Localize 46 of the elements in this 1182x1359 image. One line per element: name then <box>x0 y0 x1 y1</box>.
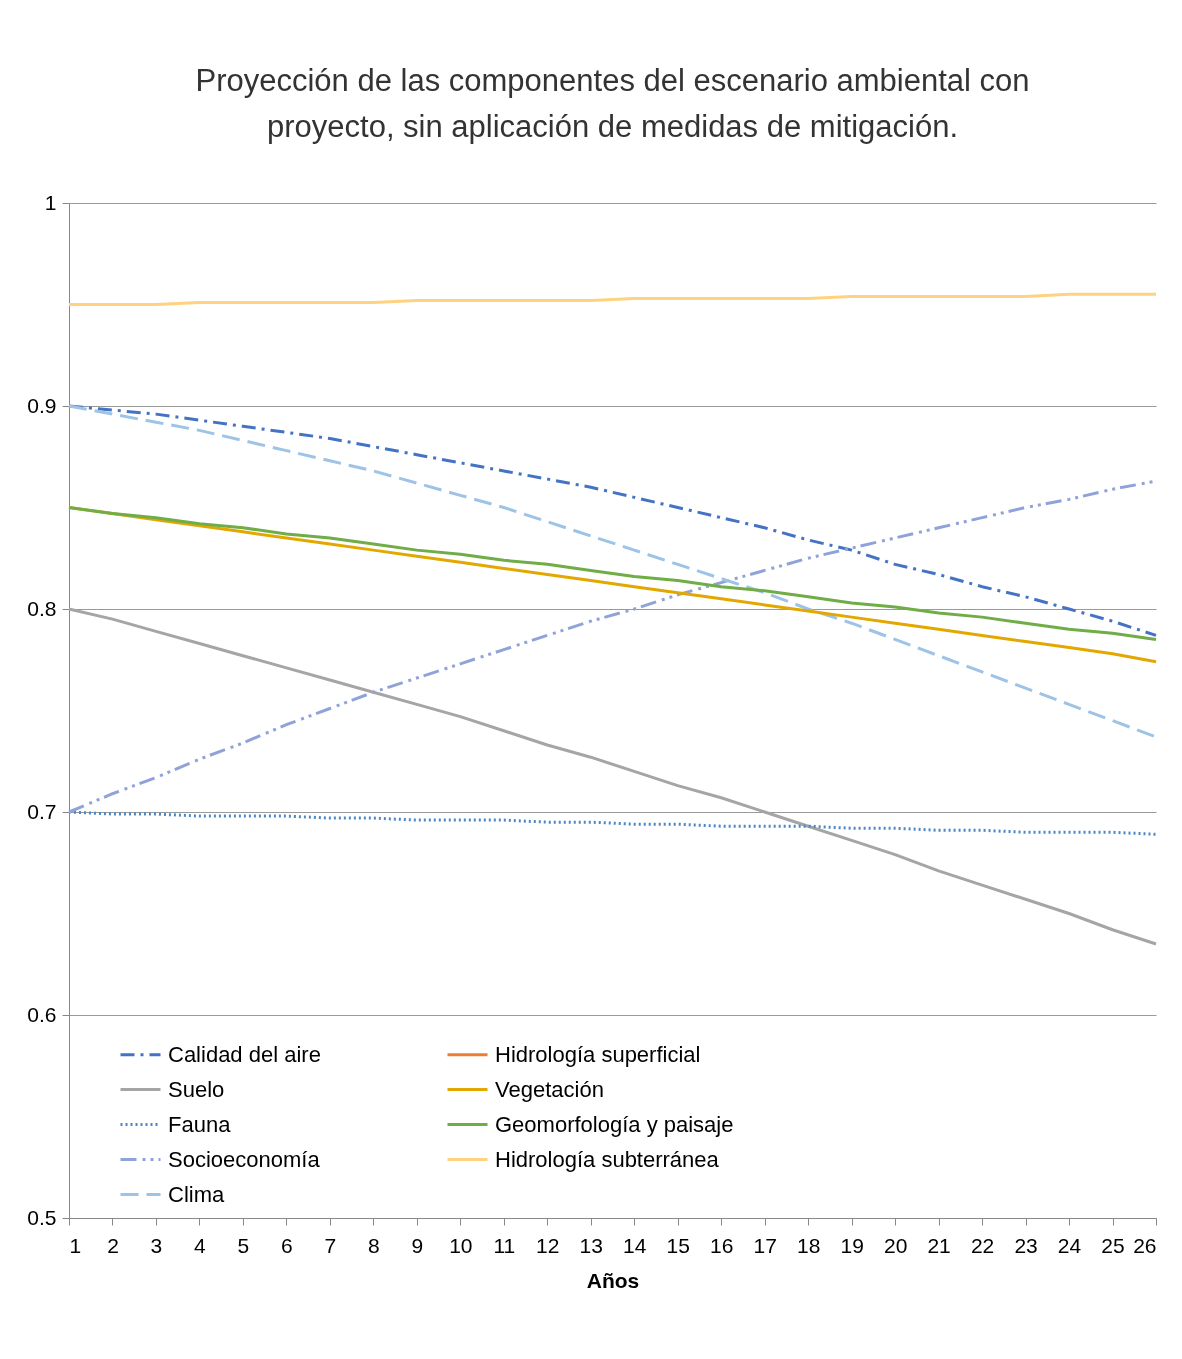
y-tick-label: 0.5 <box>27 1205 57 1229</box>
y-tick-label: 0.7 <box>27 799 57 823</box>
x-tick-label: 16 <box>710 1233 734 1257</box>
chart-title: Proyección de las componentes del escenario ambiental con proyecto, sin aplicación de medidas de mitigación. <box>195 63 1030 144</box>
legend-label: Socioeconomía <box>168 1146 321 1172</box>
x-tick-label: 23 <box>1014 1233 1038 1257</box>
legend-label: Hidrología superficial <box>495 1041 701 1067</box>
x-tick-label: 26 <box>1133 1233 1157 1257</box>
x-tick-label: 6 <box>281 1233 293 1257</box>
x-tick-label: 11 <box>493 1233 516 1257</box>
line-series <box>67 292 1158 306</box>
legend-label: Vegetación <box>495 1076 604 1102</box>
x-tick-label: 22 <box>970 1233 995 1257</box>
x-tick-label: 7 <box>324 1233 337 1257</box>
legend-label: Calidad del aire <box>168 1041 321 1067</box>
x-tick-label: 18 <box>796 1233 821 1257</box>
x-tick-label: 17 <box>753 1233 777 1257</box>
x-tick-label: 1 <box>69 1233 82 1257</box>
y-tick-label: 0.6 <box>27 1002 57 1026</box>
x-tick-label: 3 <box>150 1233 163 1257</box>
legend-label: Clima <box>168 1181 225 1207</box>
x-tick-label: 13 <box>579 1233 603 1257</box>
legend-label: Hidrología subterránea <box>495 1146 720 1172</box>
x-tick-label: 2 <box>107 1233 119 1257</box>
x-tick-label: 15 <box>666 1233 690 1257</box>
line-series <box>67 607 1158 946</box>
line-series <box>67 810 1158 836</box>
y-tick-label: 0.8 <box>27 596 57 620</box>
x-tick-label: 14 <box>623 1233 647 1257</box>
x-tick-label: 21 <box>927 1233 951 1257</box>
x-tick-label: 8 <box>368 1233 380 1257</box>
x-tick-label: 24 <box>1057 1233 1082 1257</box>
x-tick-label: 9 <box>411 1233 424 1257</box>
y-tick-label: 1 <box>44 190 57 214</box>
x-tick-label: 4 <box>194 1233 207 1257</box>
x-axis-title: Años <box>586 1268 640 1292</box>
x-tick-label: 19 <box>840 1233 864 1257</box>
x-tick-label: 25 <box>1101 1233 1125 1257</box>
x-tick-label: 10 <box>449 1233 473 1257</box>
legend-label: Suelo <box>168 1076 225 1102</box>
x-tick-label: 20 <box>883 1233 908 1257</box>
legend-label: Fauna <box>168 1111 232 1137</box>
y-tick-label: 0.9 <box>27 393 57 417</box>
x-tick-label: 5 <box>237 1233 250 1257</box>
x-tick-label: 12 <box>536 1233 560 1257</box>
legend-label: Geomorfología y paisaje <box>495 1111 734 1137</box>
